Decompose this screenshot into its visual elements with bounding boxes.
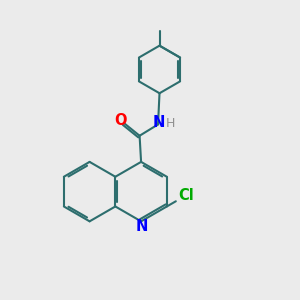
Text: O: O: [114, 113, 127, 128]
Text: Cl: Cl: [178, 188, 194, 203]
Text: H: H: [166, 117, 176, 130]
Text: N: N: [153, 115, 165, 130]
Text: N: N: [136, 220, 148, 235]
